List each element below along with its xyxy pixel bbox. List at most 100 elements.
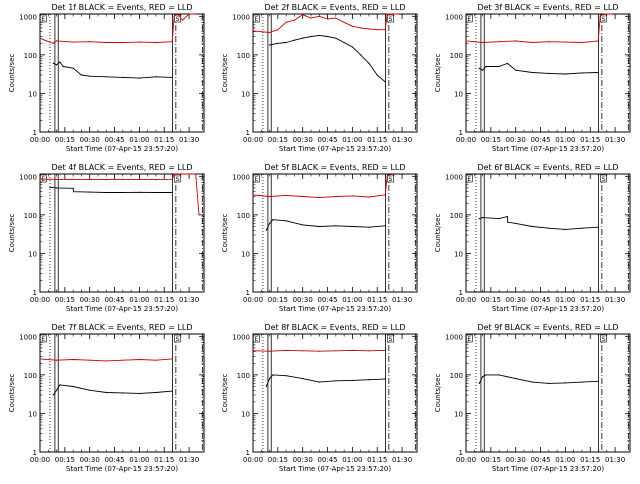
x-tick-label: 01:15 [367, 136, 387, 144]
lld-series-line [39, 13, 196, 44]
x-axis-label: Start Time (07-Apr-15 23:57:20) [492, 145, 604, 153]
y-tick-label: 1000 [445, 13, 463, 21]
lld-data-point [260, 31, 262, 33]
y-tick-label: 10 [454, 90, 463, 98]
events-data-point [318, 34, 320, 37]
x-tick-label: 00:00 [456, 456, 476, 464]
events-data-point [272, 374, 274, 376]
lld-data-point [391, 13, 393, 15]
events-data-point [507, 221, 509, 223]
lld-data-point [39, 37, 41, 39]
events-data-point [531, 381, 533, 383]
events-data-point [285, 41, 287, 44]
events-data-point [478, 67, 480, 69]
lld-data-point [122, 359, 124, 361]
events-series-line [269, 34, 386, 83]
events-data-point [515, 69, 517, 71]
lld-data-point [335, 350, 337, 352]
events-data-point [597, 380, 599, 382]
lld-data-point [39, 358, 41, 360]
marker-label: S [389, 16, 393, 23]
events-data-point [351, 225, 353, 228]
x-tick-label: 00:15 [268, 136, 288, 144]
events-data-point [302, 224, 304, 226]
x-tick-label: 00:15 [268, 456, 288, 464]
lld-data-point [302, 195, 304, 198]
x-tick-label: 00:30 [506, 136, 526, 144]
marker-label: E [41, 336, 45, 343]
lld-data-point [195, 13, 197, 15]
x-tick-label: 00:15 [481, 296, 501, 304]
events-data-point [265, 229, 267, 231]
lld-data-point [277, 29, 279, 31]
lld-data-point [351, 349, 353, 351]
x-tick-label: 00:30 [293, 136, 313, 144]
x-tick-label: 01:30 [179, 136, 199, 144]
events-data-point [62, 65, 64, 68]
events-data-point [478, 218, 480, 220]
x-tick-label: 01:30 [392, 136, 412, 144]
lld-data-point [343, 21, 345, 23]
x-tick-label: 00:45 [530, 136, 550, 144]
chart-panel-1: Det 1f BLACK = Events, RED = LLD 1 10 100 10… [8, 3, 205, 153]
events-data-point [293, 39, 295, 41]
x-tick-label: 00:45 [104, 456, 124, 464]
events-data-point [564, 73, 567, 75]
events-data-point [105, 391, 107, 394]
events-data-point [368, 62, 370, 64]
chart-panel-9: Det 9f BLACK = Events, RED = LLD 1 10 100 10… [434, 323, 631, 473]
marker-label: E [254, 336, 258, 343]
marker-label: E [41, 16, 45, 23]
events-data-point [277, 42, 279, 44]
chart-title: Det 5f BLACK = Events, RED = LLD [264, 163, 405, 172]
x-tick-label: 00:30 [80, 456, 100, 464]
lld-data-point [39, 178, 41, 180]
lld-data-point [46, 40, 48, 42]
x-tick-label: 01:00 [342, 456, 362, 464]
chart-panel-5: Det 5f BLACK = Events, RED = LLD 1 10 100 10… [221, 163, 418, 313]
events-data-point [122, 392, 124, 394]
lld-data-point [155, 179, 157, 181]
lld-data-point [105, 360, 107, 362]
events-data-point [351, 379, 353, 381]
events-data-point [597, 71, 599, 74]
lld-data-point [52, 42, 54, 44]
x-tick-label: 01:00 [129, 136, 149, 144]
lld-data-point [269, 195, 271, 198]
events-data-point [564, 228, 567, 230]
marker-box [466, 174, 473, 183]
x-tick-label: 01:15 [580, 296, 600, 304]
y-tick-label: 100 [24, 372, 37, 380]
lld-data-point [252, 194, 254, 196]
lld-data-point [195, 173, 197, 175]
marker-box [253, 174, 260, 183]
chart-title: Det 8f BLACK = Events, RED = LLD [264, 323, 405, 332]
y-axis-label: Counts/sec [8, 214, 16, 253]
x-tick-label: 00:30 [80, 136, 100, 144]
x-tick-label: 00:15 [55, 456, 75, 464]
events-series-line [265, 374, 386, 387]
chart-title: Det 2f BLACK = Events, RED = LLD [264, 3, 405, 12]
marker-label: S [602, 16, 606, 23]
x-axis-label: Start Time (07-Apr-15 23:57:20) [66, 305, 178, 313]
lld-data-point [384, 194, 386, 196]
chart-title: Det 9f BLACK = Events, RED = LLD [477, 323, 618, 332]
x-tick-label: 01:15 [367, 296, 387, 304]
lld-data-point [285, 194, 287, 196]
marker-box [174, 334, 181, 343]
y-tick-label: 100 [237, 52, 250, 60]
marker-label: S [602, 336, 606, 343]
y-axis-label: Counts/sec [221, 374, 229, 413]
events-series-line [479, 216, 599, 230]
events-data-point [531, 225, 533, 228]
plot-frame [252, 13, 418, 133]
events-data-point [72, 385, 74, 388]
y-tick-label: 1 [459, 129, 463, 137]
plot-frame [252, 333, 418, 453]
lld-data-point [89, 359, 91, 361]
events-data-point [52, 394, 54, 396]
events-series-line [49, 186, 173, 193]
lld-data-point [293, 19, 295, 21]
x-tick-label: 01:30 [605, 296, 625, 304]
